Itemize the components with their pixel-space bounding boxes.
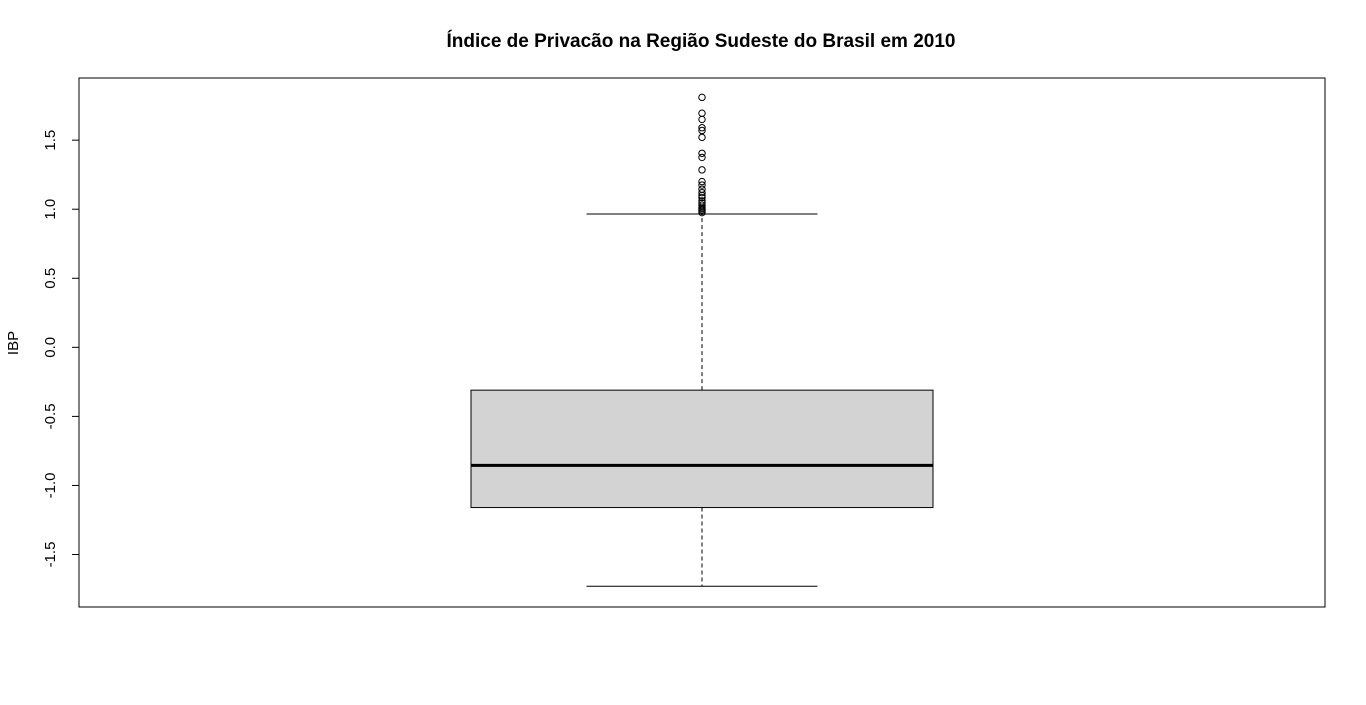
- outlier-point: [698, 199, 706, 207]
- chart-title: Índice de Privacão na Região Sudeste do …: [447, 30, 956, 52]
- y-tick-label: 0.5: [42, 268, 59, 289]
- outlier-point: [698, 201, 706, 209]
- outlier-point: [698, 197, 706, 205]
- outlier-group: [698, 93, 706, 217]
- outlier-point: [698, 115, 706, 124]
- outlier-point: [698, 93, 706, 102]
- outlier-point: [698, 133, 706, 142]
- outlier-point: [698, 188, 706, 197]
- outlier-point: [698, 181, 706, 189]
- y-tick-label: 0.0: [42, 337, 59, 358]
- outlier-point: [698, 177, 706, 186]
- y-tick-label: 1.0: [42, 199, 59, 220]
- outlier-point: [698, 109, 706, 117]
- y-axis-label: IBP: [5, 331, 22, 355]
- y-tick-label: -1.5: [42, 542, 59, 568]
- outlier-point: [698, 126, 706, 135]
- outlier-point: [698, 153, 706, 162]
- box-group: [470, 213, 934, 587]
- outlier-point: [698, 149, 706, 157]
- y-tick-label: -1.0: [42, 473, 59, 499]
- y-tick-label: -0.5: [42, 403, 59, 429]
- interquartile-box: [470, 389, 934, 509]
- outlier-point: [698, 193, 706, 202]
- y-axis: -1.5 -1.0 -0.5 0.0 0.5 1.0 1.5: [42, 130, 80, 568]
- outlier-point: [698, 166, 706, 174]
- outlier-point: [698, 124, 706, 132]
- y-tick-label: 1.5: [42, 130, 59, 151]
- plot-frame: [78, 77, 1326, 608]
- outlier-point: [698, 185, 706, 193]
